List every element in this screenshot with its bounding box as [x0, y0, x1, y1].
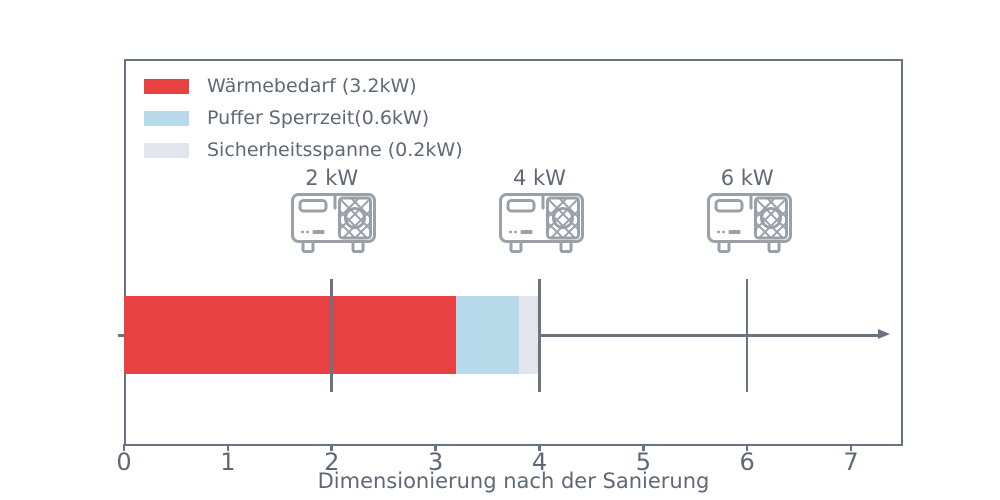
- x-tick-label-7: 7: [843, 448, 859, 476]
- axis-arrow-head-icon: [878, 329, 890, 340]
- pump-size-label-4kw: 4 kW: [512, 166, 566, 190]
- x-tick-label-4: 4: [531, 448, 548, 476]
- x-tick-label-0: 0: [116, 448, 132, 476]
- legend-swatch-sicherheitsspanne: [144, 142, 189, 158]
- legend-item-waermebedarf: Wärmebedarf (3.2kW): [144, 74, 417, 97]
- plot-area: [124, 59, 903, 446]
- legend-swatch-waermebedarf: [144, 78, 189, 94]
- x-tick-0: [122, 444, 126, 451]
- heat-pump-icon-6kw: [706, 193, 792, 255]
- legend-item-sicherheitsspanne: Sicherheitsspanne (0.2kW): [144, 138, 463, 161]
- pump-size-label-6kw: 6 kW: [720, 166, 774, 190]
- x-tick-3: [434, 444, 437, 451]
- x-tick-label-2: 2: [324, 448, 340, 476]
- bar-segment-puffer-sperrzeit: [456, 296, 519, 374]
- legend-item-puffer-sperrzeit: Puffer Sperrzeit(0.6kW): [144, 106, 430, 129]
- heat-pump-icon-2kw: [291, 193, 377, 255]
- bar-segment-waermebedarf: [124, 296, 457, 374]
- pump-size-label-2kw: 2 kW: [305, 166, 359, 190]
- reference-line-4kw: [538, 279, 541, 392]
- x-tick-label-1: 1: [220, 448, 236, 476]
- x-tick-2: [330, 444, 333, 451]
- x-tick-7: [849, 444, 853, 451]
- legend-label-puffer-sperrzeit: Puffer Sperrzeit(0.6kW): [207, 106, 430, 129]
- x-tick-4: [538, 444, 541, 451]
- x-axis-label: Dimensionierung nach der Sanierung: [317, 469, 710, 493]
- x-tick-label-5: 5: [635, 448, 651, 476]
- x-tick-1: [226, 444, 230, 451]
- legend-swatch-puffer-sperrzeit: [144, 110, 189, 126]
- reference-line-2kw: [330, 279, 333, 392]
- heat-pump-icon-4kw: [498, 193, 584, 255]
- x-tick-label-3: 3: [427, 448, 444, 476]
- x-tick-label-6: 6: [739, 448, 755, 476]
- legend-label-waermebedarf: Wärmebedarf (3.2kW): [207, 74, 417, 97]
- x-tick-6: [745, 444, 749, 451]
- legend-label-sicherheitsspanne: Sicherheitsspanne (0.2kW): [207, 138, 463, 161]
- reference-line-6kw: [745, 279, 749, 392]
- bar-segment-sicherheitsspanne: [518, 296, 540, 374]
- x-tick-5: [642, 444, 645, 451]
